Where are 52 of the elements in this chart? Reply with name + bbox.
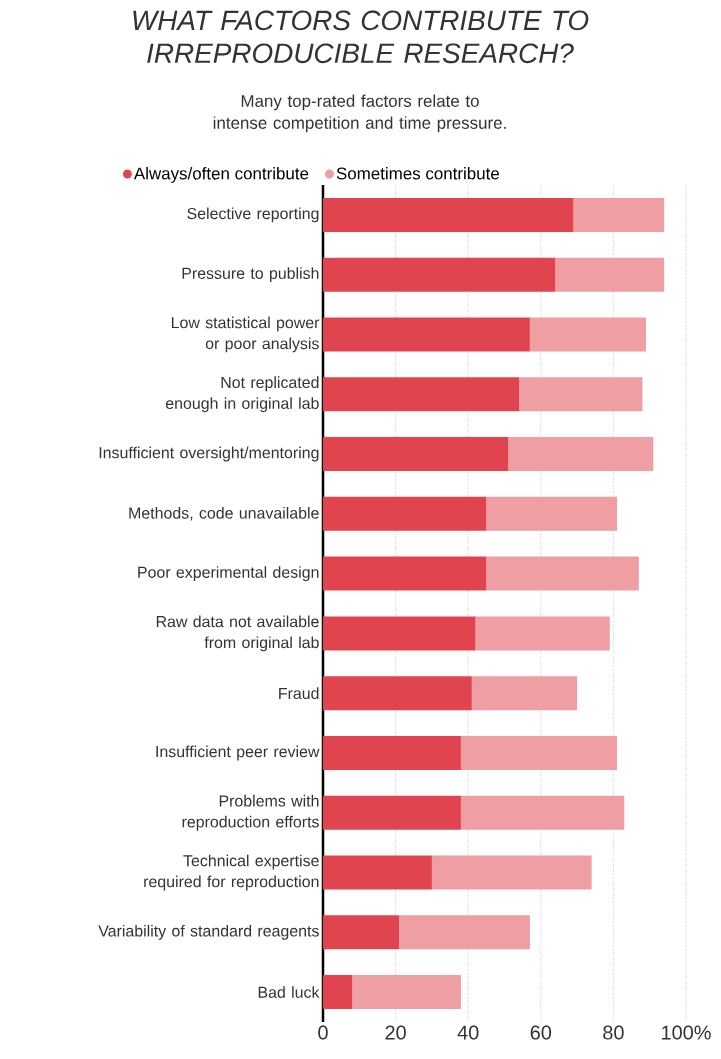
bar [323,855,432,890]
y-tick-label: Problems with reproduction efforts [182,794,319,831]
y-tick-label: Low statistical power or poor analysis [171,316,320,353]
x-tick-label: 40 [457,1025,479,1040]
bar [475,616,610,651]
x-tick-label: 80 [603,1025,624,1040]
y-tick-label: Technical expertise required for reproduction [144,854,319,891]
y-tick-label: Fraud [279,687,319,700]
y-tick-label: Not replicated enough in original lab [165,376,319,413]
bar [431,855,592,890]
bar [323,795,461,830]
y-tick-label: Variability of standard reagents [98,924,319,940]
x-tick-label: 20 [385,1025,406,1040]
bar [323,735,461,770]
y-tick-label: Insufficient peer review [156,745,320,761]
bar [399,915,530,950]
chart-title: WHAT FACTORS CONTRIBUTE TO IRREPRODUCIBLE RESEARCH? [133,10,589,64]
bar [323,377,520,412]
bar [573,197,665,232]
y-tick-label: Selective reporting [187,207,319,223]
x-tick-label: 100% [662,1025,711,1040]
bar [460,735,618,770]
bar [323,616,476,651]
bar [323,197,574,232]
bar [529,317,647,352]
bar [323,317,530,352]
y-tick-label: Methods, code unavailable [129,507,319,521]
legend-label: Always/often contribute [133,167,309,183]
x-tick-label: 60 [530,1025,552,1040]
bar [519,377,643,412]
y-tick-label: Bad luck [258,986,320,998]
y-tick-label: Raw data not available from original lab [156,615,319,652]
bar [323,496,487,531]
bar [323,915,400,950]
bar [323,257,556,292]
bar [486,556,639,591]
bar [352,975,461,1010]
bar [486,496,618,531]
bar [460,795,625,830]
chart-subtitle: Many top-rated factors relate to intense competition and time pressure. [213,94,506,133]
bar [471,676,578,711]
legend-label: Sometimes contribute [336,167,499,180]
y-tick-label: Poor experimental design [138,566,319,582]
x-tick-label: 0 [318,1025,328,1040]
bar [555,257,665,292]
bar [323,437,509,472]
bar [323,676,472,711]
y-tick-label: Insufficient oversight/mentoring [99,446,319,462]
bar [323,975,353,1010]
y-tick-label: Pressure to publish [182,267,319,283]
bar [323,556,487,591]
bar [508,437,654,472]
